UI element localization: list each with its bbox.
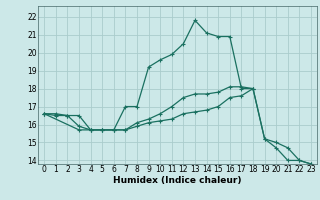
X-axis label: Humidex (Indice chaleur): Humidex (Indice chaleur) bbox=[113, 176, 242, 185]
